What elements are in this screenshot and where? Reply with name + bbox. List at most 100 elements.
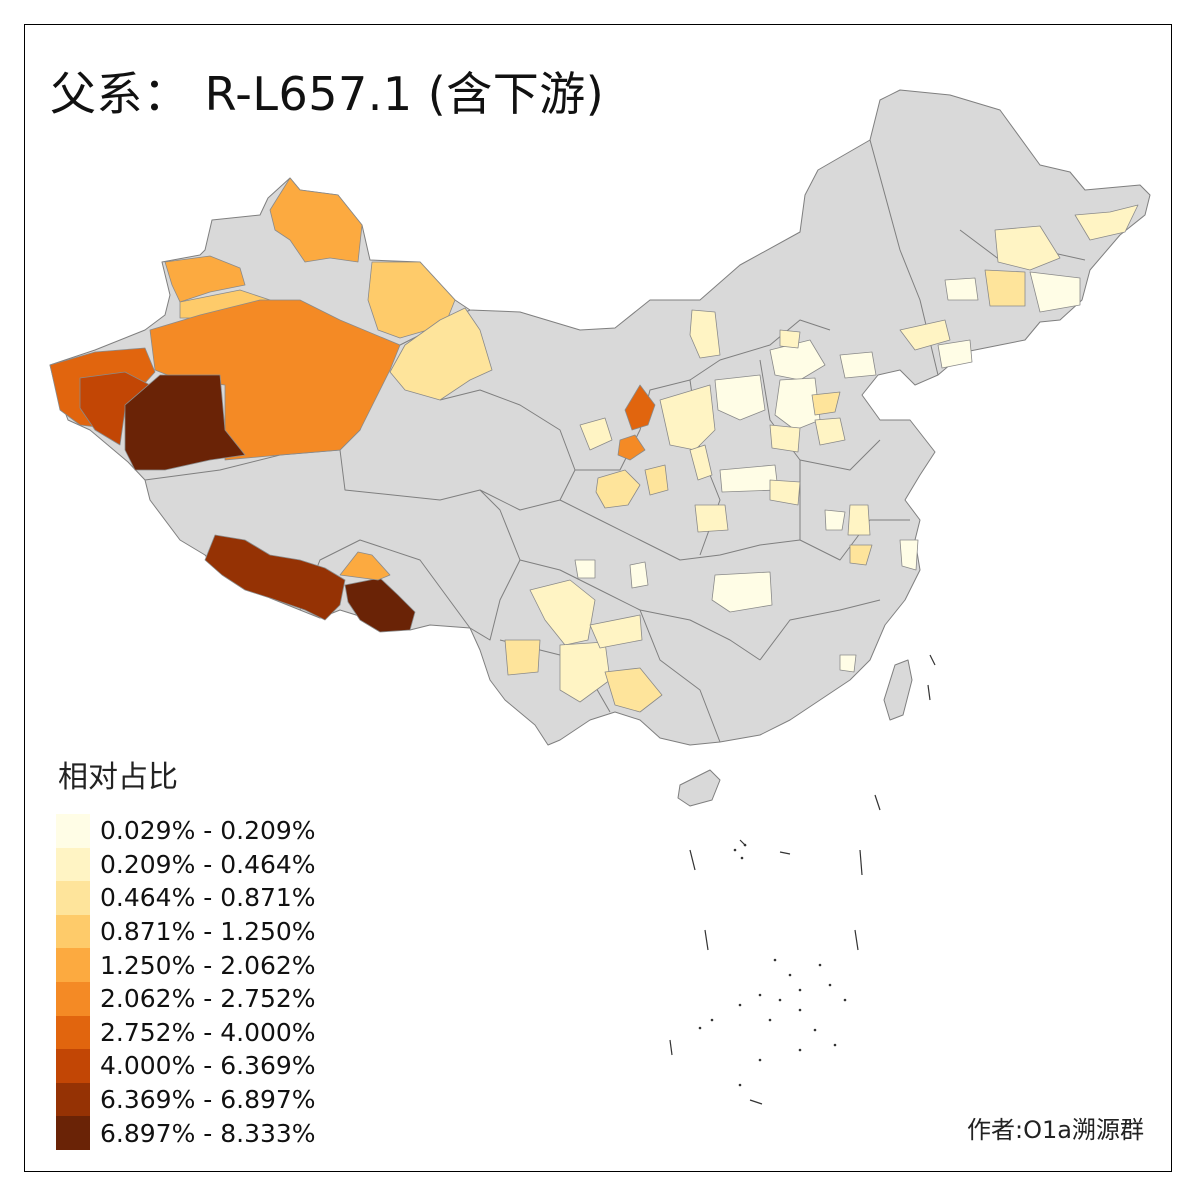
map-region <box>774 377 821 431</box>
map-region <box>769 424 801 453</box>
map-region <box>389 307 493 401</box>
map-region <box>629 561 649 589</box>
map-region <box>824 509 846 531</box>
island-dot <box>813 1028 817 1032</box>
map-region <box>79 371 151 446</box>
map-region <box>694 504 729 533</box>
island-dot <box>773 958 777 962</box>
colored-regions <box>49 177 1139 713</box>
map-region <box>529 579 596 646</box>
legend-item: 2.062% - 2.752% <box>56 981 316 1016</box>
legend-swatch <box>56 1015 90 1050</box>
island-dot <box>798 1048 802 1052</box>
south-china-sea-islands <box>669 654 936 1105</box>
island-dot <box>710 1018 714 1022</box>
map-region <box>617 434 646 461</box>
island-dot <box>818 963 822 967</box>
map-region <box>339 551 391 581</box>
map-region <box>644 464 669 496</box>
map-region <box>164 255 246 303</box>
legend: 相对占比 0.029% - 0.209% 0.209% - 0.464% 0.464… <box>56 752 316 1150</box>
map-region <box>204 534 346 621</box>
legend-label: 0.464% - 0.871% <box>100 883 316 913</box>
hainan-island <box>677 769 721 807</box>
legend-swatch <box>56 914 90 949</box>
map-region <box>839 351 877 379</box>
map-title: 父系： R-L657.1 (含下游) <box>50 67 605 121</box>
legend-item: 6.897% - 8.333% <box>56 1116 316 1150</box>
map-region <box>604 667 663 713</box>
legend-swatch <box>56 1116 90 1150</box>
island-dot <box>743 843 747 847</box>
island-dot <box>778 998 782 1002</box>
map-region <box>769 479 801 506</box>
taiwan-island <box>883 659 913 721</box>
map-region <box>367 261 456 339</box>
legend-item: 0.464% - 0.871% <box>56 881 316 915</box>
legend-label: 2.062% - 2.752% <box>100 984 316 1014</box>
island-dot <box>798 1008 802 1012</box>
map-region <box>574 559 596 579</box>
island-dot <box>738 1083 742 1087</box>
legend-title: 相对占比 <box>58 760 178 795</box>
island-dot <box>828 983 832 987</box>
map-region <box>269 177 363 263</box>
map-region <box>689 444 713 481</box>
map-region <box>1029 271 1081 313</box>
map-region <box>689 309 721 359</box>
map-region <box>124 374 246 471</box>
map-region <box>1074 204 1139 241</box>
legend-swatch <box>56 814 90 848</box>
legend-label: 0.871% - 1.250% <box>100 917 316 947</box>
map-region <box>504 639 541 676</box>
map-region <box>595 469 641 509</box>
map-region <box>814 417 846 446</box>
island-dot <box>758 993 762 997</box>
island-dot <box>738 1003 742 1007</box>
legend-item: 6.369% - 6.897% <box>56 1082 316 1117</box>
map-region <box>994 225 1061 271</box>
legend-item: 4.000% - 6.369% <box>56 1049 316 1083</box>
legend-swatch <box>56 881 90 915</box>
map-region <box>589 614 643 649</box>
map-region <box>899 319 951 351</box>
legend-items: 0.029% - 0.209% 0.209% - 0.464% 0.464% - 0… <box>56 814 316 1150</box>
map-region <box>769 339 826 381</box>
author-credit: 作者:O1a溯源群 <box>967 1116 1144 1144</box>
map-region <box>344 577 416 633</box>
map-region <box>711 571 773 613</box>
legend-swatch <box>56 948 90 982</box>
map-region <box>984 269 1026 307</box>
island-dot <box>768 1018 772 1022</box>
map-region <box>899 539 919 571</box>
map-region <box>944 277 979 301</box>
map-region <box>624 384 656 431</box>
legend-swatch <box>56 1082 90 1117</box>
legend-label: 0.209% - 0.464% <box>100 849 316 879</box>
legend-item: 0.871% - 1.250% <box>56 914 316 949</box>
island-dot <box>788 973 792 977</box>
map-region <box>779 329 801 349</box>
island-dot <box>733 848 737 852</box>
legend-item: 2.752% - 4.000% <box>56 1015 316 1050</box>
island-dot <box>740 856 744 860</box>
legend-swatch <box>56 1049 90 1083</box>
legend-item: 0.029% - 0.209% <box>56 814 316 848</box>
map-region <box>847 504 871 536</box>
legend-label: 1.250% - 2.062% <box>100 950 316 980</box>
island-dot <box>798 988 802 992</box>
legend-label: 2.752% - 4.000% <box>100 1017 316 1047</box>
map-frame <box>24 24 1172 1172</box>
map-region <box>937 339 973 369</box>
legend-swatch <box>56 981 90 1016</box>
legend-label: 6.369% - 6.897% <box>100 1085 316 1115</box>
legend-label: 6.897% - 8.333% <box>100 1118 316 1148</box>
island-dot <box>698 1026 702 1030</box>
legend-item: 1.250% - 2.062% <box>56 948 316 982</box>
island-dot <box>843 998 847 1002</box>
island-dot <box>833 1043 837 1047</box>
island-dots <box>698 843 847 1087</box>
legend-label: 0.029% - 0.209% <box>100 816 316 846</box>
map-region <box>849 544 873 566</box>
